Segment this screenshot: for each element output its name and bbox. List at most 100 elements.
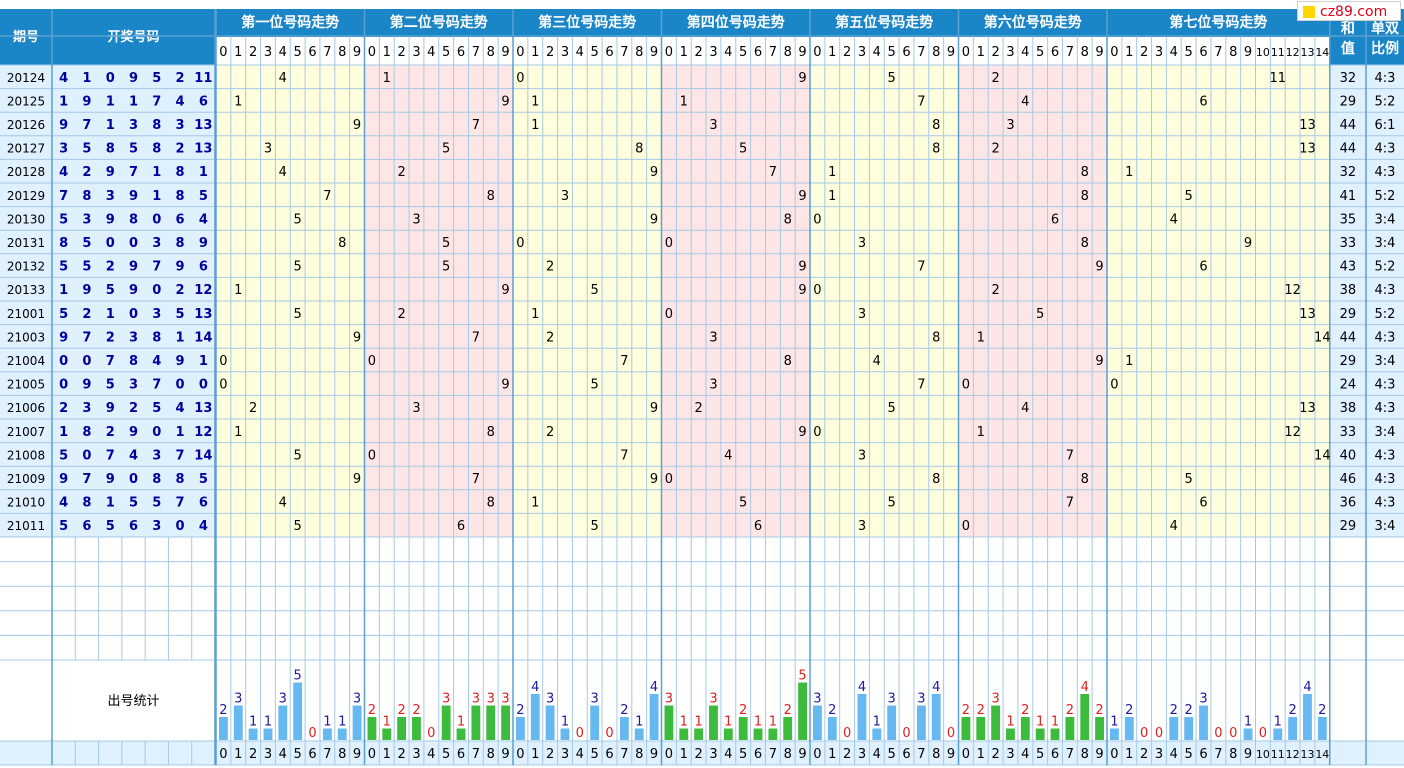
stat-bar xyxy=(991,705,1001,740)
digit-header: 5 xyxy=(888,45,896,60)
stat-bar xyxy=(857,694,867,740)
stat-bar xyxy=(219,717,228,740)
footer-digit: 9 xyxy=(947,747,955,762)
trend-number: 9 xyxy=(1095,354,1103,369)
stat-count: 4 xyxy=(531,680,539,695)
draw-number: 0 xyxy=(129,236,138,251)
footer-digit: 9 xyxy=(1095,747,1103,762)
stat-bar xyxy=(1199,705,1208,740)
stat-bar xyxy=(976,717,986,740)
stat-count: 1 xyxy=(724,715,732,730)
stats-label: 出号统计 xyxy=(107,694,159,709)
ratio-cell: 4:3 xyxy=(1375,448,1396,463)
draw-number: 14 xyxy=(194,448,212,463)
draw-number: 3 xyxy=(152,236,161,251)
draw-number: 2 xyxy=(106,425,115,440)
footer-digit: 6 xyxy=(308,747,316,762)
stat-count: 2 xyxy=(1318,703,1326,718)
draw-number: 7 xyxy=(152,94,161,109)
digit-header: 6 xyxy=(457,45,465,60)
stat-count: 1 xyxy=(680,715,688,730)
footer-digit: 6 xyxy=(754,747,762,762)
trend-number: 0 xyxy=(665,472,673,487)
draw-number: 3 xyxy=(106,189,115,204)
digit-header: 0 xyxy=(665,45,673,60)
draw-number: 5 xyxy=(106,378,115,393)
stat-count: 2 xyxy=(1066,703,1074,718)
draw-number: 13 xyxy=(194,142,212,157)
footer-digit: 5 xyxy=(1185,747,1193,762)
stat-bar xyxy=(709,705,718,740)
draw-number: 6 xyxy=(199,496,208,511)
stat-bar xyxy=(1124,717,1134,740)
digit-header: 6 xyxy=(308,45,316,60)
footer-digit: 3 xyxy=(264,747,272,762)
draw-number: 4 xyxy=(59,165,68,180)
section-title: 第二位号码走势 xyxy=(390,14,488,31)
stat-count: 3 xyxy=(487,692,495,707)
trend-number: 7 xyxy=(620,448,628,463)
draw-number: 3 xyxy=(152,307,161,322)
stat-bar xyxy=(560,728,570,740)
draw-number: 0 xyxy=(82,354,91,369)
draw-number: 7 xyxy=(106,448,115,463)
trend-number: 3 xyxy=(858,519,866,534)
sum-cell: 33 xyxy=(1340,236,1357,251)
stat-bar xyxy=(738,717,748,740)
footer-digit: 8 xyxy=(487,747,495,762)
stat-count: 1 xyxy=(635,715,643,730)
grid-lines xyxy=(0,36,1404,766)
stat-bar xyxy=(471,705,481,740)
trend-number: 8 xyxy=(1081,472,1089,487)
trend-number: 8 xyxy=(1081,189,1089,204)
footer-digit: 5 xyxy=(1036,747,1044,762)
trend-number: 4 xyxy=(1170,519,1178,534)
digit-header: 3 xyxy=(412,45,420,60)
draw-number: 1 xyxy=(82,71,91,86)
sum-header-line2: 值 xyxy=(1341,40,1355,57)
section-title: 第五位号码走势 xyxy=(835,14,933,31)
stat-count: 4 xyxy=(650,680,658,695)
draw-number: 9 xyxy=(106,472,115,487)
draw-number: 1 xyxy=(59,94,68,109)
footer-digit: 7 xyxy=(1214,747,1222,762)
stat-bar xyxy=(1080,694,1090,740)
trend-number: 3 xyxy=(858,448,866,463)
stat-count: 3 xyxy=(279,692,287,707)
digit-header: 1 xyxy=(383,45,391,60)
trend-number: 7 xyxy=(323,189,331,204)
trend-number: 2 xyxy=(546,330,554,345)
section-title: 第一位号码走势 xyxy=(241,14,339,31)
draw-number: 8 xyxy=(176,165,185,180)
stat-count: 1 xyxy=(1244,715,1252,730)
draw-number: 5 xyxy=(106,283,115,298)
draw-number: 7 xyxy=(152,260,161,275)
period-cell: 20129 xyxy=(7,189,45,203)
stat-count: 3 xyxy=(234,692,242,707)
trend-number: 5 xyxy=(1036,307,1044,322)
digit-header: 10 xyxy=(1256,46,1270,59)
digit-header: 4 xyxy=(1170,45,1178,60)
digit-header: 6 xyxy=(1051,45,1059,60)
draw-number: 9 xyxy=(199,236,208,251)
footer-digit: 0 xyxy=(665,747,673,762)
trend-number: 3 xyxy=(858,307,866,322)
stat-count: 2 xyxy=(784,703,792,718)
footer-digit: 1 xyxy=(531,747,539,762)
draw-number: 5 xyxy=(59,307,68,322)
parity-header-line1: 单双 xyxy=(1371,20,1399,37)
draw-number: 9 xyxy=(176,354,185,369)
footer-digit: 0 xyxy=(1110,747,1118,762)
trend-number: 2 xyxy=(991,71,999,86)
draw-number: 2 xyxy=(82,165,91,180)
trend-number: 8 xyxy=(487,425,495,440)
digit-header: 9 xyxy=(798,45,806,60)
draw-number: 9 xyxy=(129,71,138,86)
draw-number: 0 xyxy=(176,519,185,534)
draw-number: 0 xyxy=(59,354,68,369)
digit-header: 6 xyxy=(902,45,910,60)
digit-header: 5 xyxy=(591,45,599,60)
stat-count: 1 xyxy=(264,715,272,730)
stat-bar xyxy=(278,705,288,740)
